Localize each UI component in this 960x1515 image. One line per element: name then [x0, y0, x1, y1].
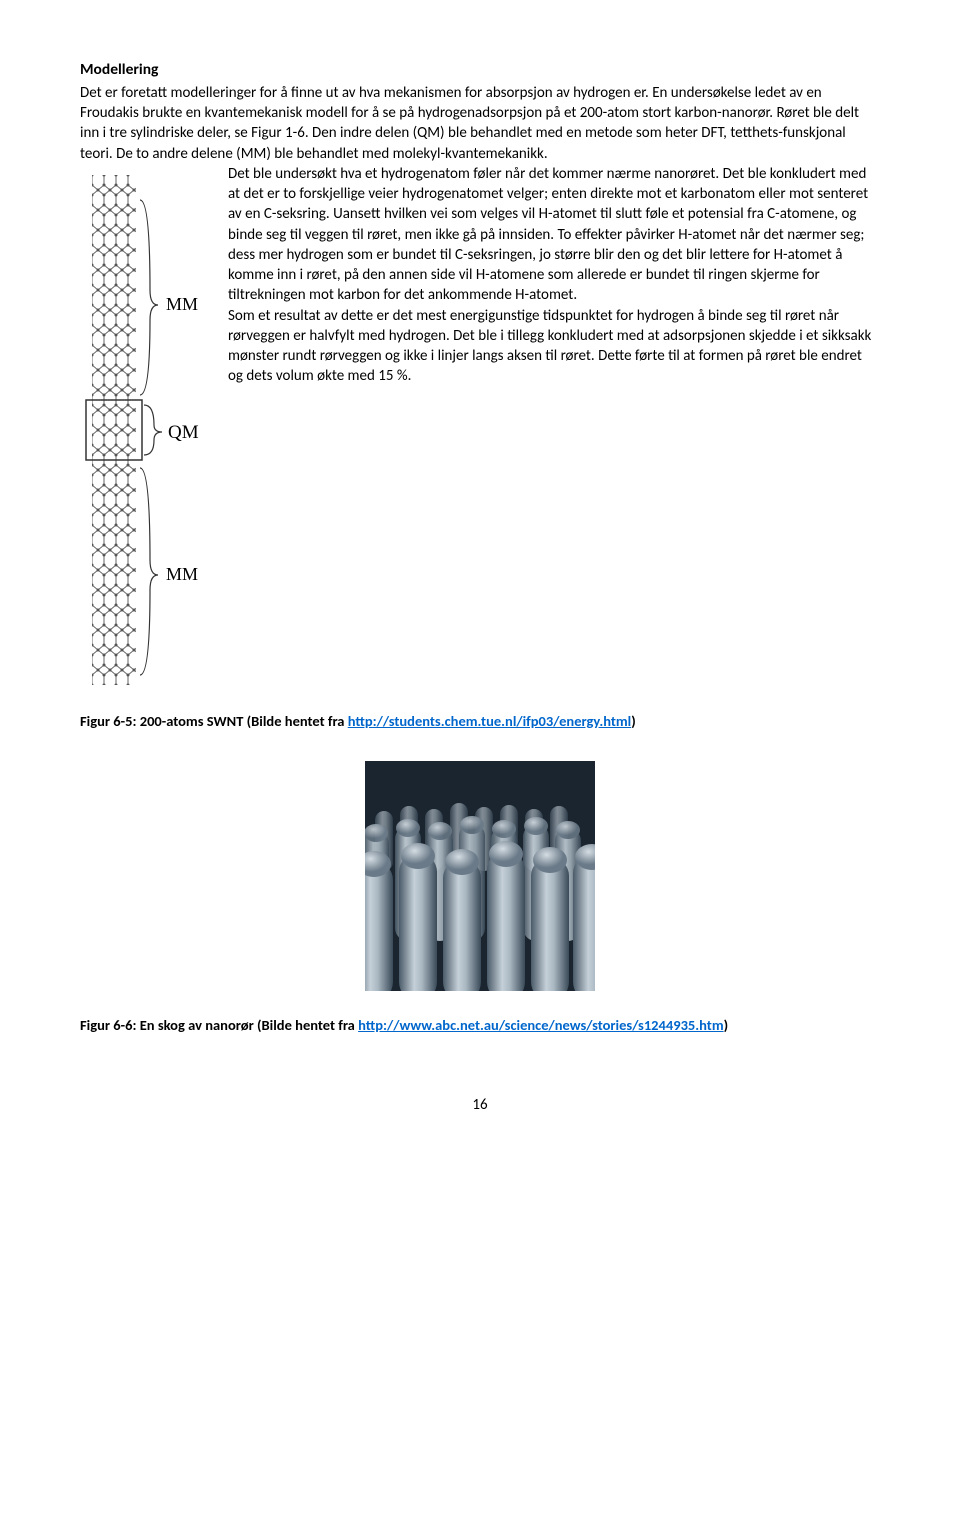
intro-paragraph: Det er foretatt modelleringer for å finn…: [80, 83, 880, 164]
caption-2-link[interactable]: http://www.abc.net.au/science/news/stori…: [358, 1016, 724, 1034]
caption-1-link[interactable]: http://students.chem.tue.nl/ifp03/energy…: [348, 712, 632, 730]
mm-label-1: MM: [166, 294, 198, 314]
figure-nanotube-forest: [80, 761, 880, 997]
caption-2-pre: Figur 6-6: En skog av nanorør (Bilde hen…: [80, 1016, 358, 1034]
page-number: 16: [80, 1095, 880, 1115]
caption-2-post: ): [724, 1016, 729, 1034]
section-heading: Modellering: [80, 60, 880, 81]
forest-svg: [365, 761, 595, 991]
caption-1-post: ): [631, 712, 636, 730]
caption-1-pre: Figur 6-5: 200-atoms SWNT (Bilde hentet …: [80, 712, 348, 730]
figure-nanotube-model: MM QM MM: [80, 170, 220, 690]
nanotube-svg: MM QM MM: [80, 170, 220, 690]
figure-caption-2: Figur 6-6: En skog av nanorør (Bilde hen…: [80, 1016, 880, 1036]
mm-label-2: MM: [166, 564, 198, 584]
figure-caption-1: Figur 6-5: 200-atoms SWNT (Bilde hentet …: [80, 712, 880, 732]
wrapped-content: MM QM MM Det ble undersøkt hva et hydrog…: [80, 164, 880, 694]
qm-label: QM: [168, 422, 199, 443]
